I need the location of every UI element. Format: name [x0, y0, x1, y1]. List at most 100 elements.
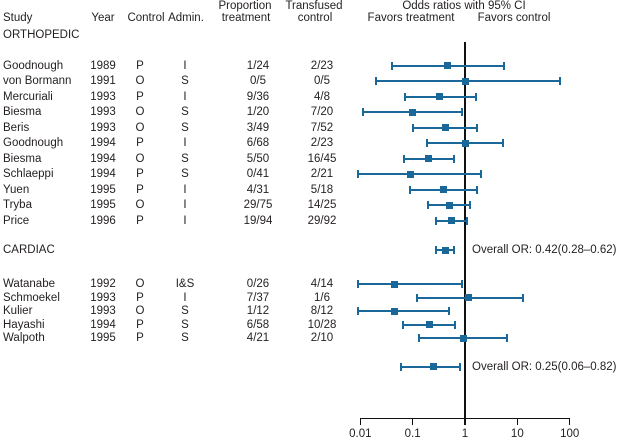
study-ci-cap-low	[402, 320, 405, 329]
study-or-marker	[390, 280, 398, 288]
proportion-treatment: 3/49	[246, 121, 270, 134]
study-ci-cap-high	[506, 334, 509, 343]
overall-ci-cap-high	[459, 362, 462, 371]
study-control: P	[136, 332, 144, 345]
proportion-treatment: 1/24	[246, 59, 270, 72]
study-name: Price	[3, 214, 30, 227]
study-or-marker	[461, 77, 469, 85]
study-year: 1993	[90, 106, 116, 118]
x-axis-tick	[359, 418, 362, 425]
x-axis-tick	[411, 418, 414, 425]
study-name: von Bormann	[3, 75, 72, 87]
transfused-control: 2/23	[310, 59, 334, 72]
proportion-treatment: 4/21	[246, 332, 270, 345]
study-control: O	[135, 305, 145, 318]
study-control: P	[136, 183, 144, 196]
study-or-marker	[445, 201, 453, 209]
study-admin: I	[183, 90, 187, 103]
study-name: Schlaeppi	[3, 168, 54, 180]
study-name: Goodnough	[3, 59, 64, 72]
reference-line-or-1	[464, 42, 466, 418]
x-axis-tick-label: 100	[560, 427, 580, 440]
study-year: 1994	[90, 168, 116, 180]
study-name: Goodnough	[3, 137, 64, 149]
study-ci-cap-low	[408, 185, 411, 194]
study-or-marker	[443, 62, 451, 69]
col-header-transfused-line1: Transfused	[285, 0, 343, 12]
section-label: CARDIAC	[3, 244, 55, 256]
proportion-treatment: 1/12	[246, 305, 270, 318]
col-header-study: Study	[3, 12, 33, 24]
transfused-control: 16/45	[307, 152, 337, 165]
study-control: P	[136, 59, 144, 72]
study-year: 1996	[90, 214, 116, 227]
study-ci-cap-low	[390, 61, 393, 70]
study-or-marker	[441, 124, 449, 131]
study-name: Hayashi	[3, 318, 45, 331]
study-year: 1993	[90, 305, 116, 318]
study-control: P	[136, 291, 144, 304]
study-admin: S	[181, 318, 189, 331]
study-ci-line	[357, 173, 482, 175]
study-ci-cap-low	[375, 77, 378, 85]
study-admin: S	[181, 106, 189, 118]
study-admin: S	[181, 332, 189, 345]
study-admin: I	[183, 183, 187, 196]
proportion-treatment: 7/37	[246, 291, 270, 304]
proportion-treatment: 29/75	[243, 199, 273, 211]
study-control: P	[136, 90, 144, 103]
study-control: P	[136, 137, 144, 149]
study-admin: I	[183, 59, 187, 72]
transfused-control: 29/92	[307, 214, 337, 227]
transfused-control: 8/12	[310, 305, 334, 318]
study-or-marker	[436, 93, 444, 100]
study-control: O	[135, 75, 145, 87]
study-or-marker	[447, 217, 455, 224]
section-label: ORTHOPEDIC	[3, 29, 80, 41]
proportion-treatment: 1/20	[246, 106, 270, 118]
study-control: O	[135, 278, 145, 290]
study-year: 1994	[90, 318, 116, 331]
study-admin: I	[183, 199, 187, 211]
study-name: Tryba	[3, 199, 32, 211]
overall-ci-cap-low	[400, 362, 403, 371]
study-ci-cap-low	[415, 293, 418, 302]
study-ci-cap-high	[465, 216, 468, 225]
transfused-control: 2/10	[310, 332, 334, 345]
col-header-transfused-line2: control	[297, 12, 333, 24]
study-name: Watanabe	[3, 278, 55, 290]
study-ci-cap-high	[502, 139, 505, 147]
study-admin: S	[181, 121, 189, 134]
study-ci-cap-high	[474, 92, 477, 101]
study-or-marker	[426, 321, 434, 329]
study-ci-line	[357, 283, 463, 285]
study-admin: S	[181, 75, 189, 87]
x-axis-tick-label: 1	[461, 427, 469, 440]
proportion-treatment: 0/5	[250, 75, 266, 87]
study-ci-cap-high	[461, 108, 464, 116]
study-year: 1992	[90, 278, 116, 290]
study-year: 1994	[90, 152, 116, 165]
transfused-control: 1/6	[314, 291, 330, 304]
study-name: Beris	[3, 121, 30, 134]
study-ci-cap-high	[447, 307, 450, 316]
study-control: P	[136, 318, 144, 331]
study-ci-cap-low	[435, 216, 438, 225]
study-ci-cap-high	[468, 201, 471, 209]
study-ci-cap-low	[356, 307, 359, 316]
study-name: Biesma	[3, 152, 42, 165]
proportion-treatment: 0/26	[246, 278, 270, 290]
study-name: Yuen	[3, 183, 30, 196]
study-admin: I&S	[175, 278, 195, 290]
study-ci-cap-low	[356, 170, 359, 178]
favors-control-label: Favors control	[477, 12, 551, 24]
study-control: O	[135, 152, 145, 165]
study-ci-cap-high	[461, 280, 464, 288]
transfused-control: 4/14	[310, 278, 334, 290]
transfused-control: 0/5	[314, 75, 330, 87]
study-ci-cap-high	[476, 123, 479, 132]
study-year: 1991	[90, 75, 116, 87]
x-axis-tick	[464, 418, 466, 425]
study-name: Biesma	[3, 106, 42, 118]
